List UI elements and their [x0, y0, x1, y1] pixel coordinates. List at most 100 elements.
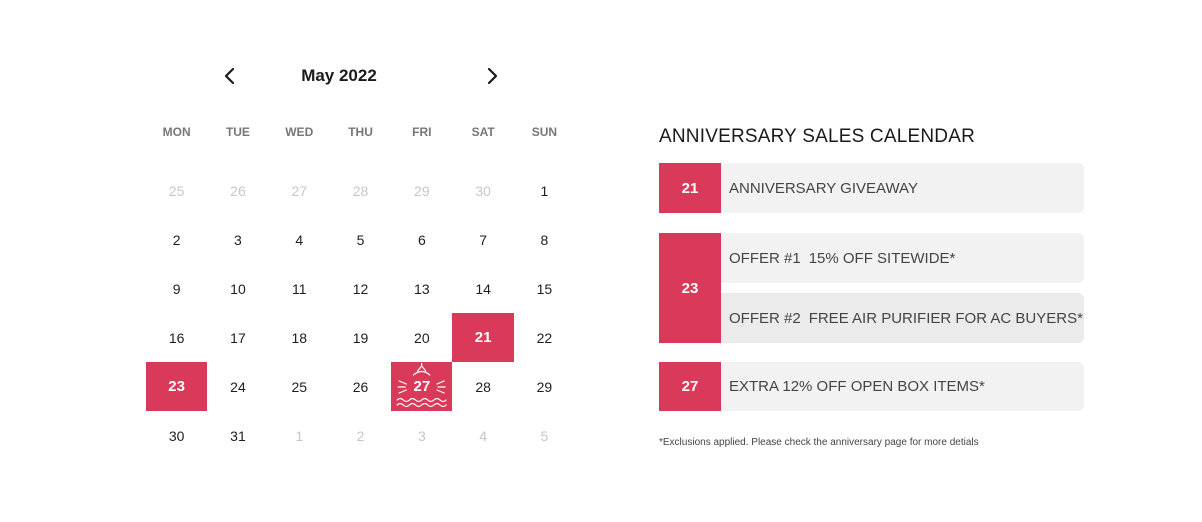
- sale-row-23: 23 OFFER #1 15% OFF SITEWIDE* OFFER #2 F…: [659, 233, 1084, 343]
- sale-offer-text: ANNIVERSARY GIVEAWAY: [729, 179, 918, 197]
- offer-number-label: OFFER #1: [729, 249, 801, 267]
- calendar-day[interactable]: 25: [269, 362, 330, 411]
- sales-calendar-title: ANNIVERSARY SALES CALENDAR: [659, 126, 976, 147]
- sale-row-21: 21 ANNIVERSARY GIVEAWAY: [659, 163, 1084, 213]
- calendar-day-event[interactable]: 27: [391, 362, 453, 411]
- day-number: 19: [352, 329, 369, 346]
- calendar-day[interactable]: 3: [391, 411, 452, 460]
- calendar-day[interactable]: 9: [146, 264, 207, 313]
- day-number: 8: [540, 231, 549, 248]
- day-number: 10: [230, 280, 246, 297]
- calendar-day[interactable]: 29: [391, 166, 452, 215]
- calendar-day[interactable]: 4: [269, 215, 330, 264]
- calendar-day[interactable]: 3: [207, 215, 268, 264]
- day-number: 30: [168, 427, 185, 444]
- sale-offer-text: FREE AIR PURIFIER FOR AC BUYERS*: [808, 309, 1083, 327]
- sale-offer-2[interactable]: OFFER #2 FREE AIR PURIFIER FOR AC BUYERS…: [721, 293, 1084, 343]
- calendar-day[interactable]: 30: [452, 166, 513, 215]
- calendar-day[interactable]: 26: [330, 362, 391, 411]
- calendar-day[interactable]: 13: [391, 264, 452, 313]
- calendar-day-event[interactable]: 21: [452, 313, 514, 362]
- calendar-day[interactable]: 2: [330, 411, 391, 460]
- calendar-day[interactable]: 1: [514, 166, 575, 215]
- sale-date-badge: 21: [659, 163, 721, 213]
- day-number: 30: [475, 182, 491, 199]
- sale-row-27: 27 EXTRA 12% OFF OPEN BOX ITEMS*: [659, 362, 1084, 411]
- day-number: 3: [417, 427, 426, 444]
- day-number: 7: [479, 231, 488, 248]
- sale-offer[interactable]: EXTRA 12% OFF OPEN BOX ITEMS*: [721, 362, 1084, 411]
- calendar-day[interactable]: 18: [269, 313, 330, 362]
- day-number: 20: [414, 329, 430, 346]
- weekday-wed: WED: [285, 125, 314, 139]
- day-number: 22: [536, 329, 553, 346]
- day-number: 26: [352, 378, 369, 395]
- day-number: 25: [291, 378, 308, 395]
- day-number: 15: [536, 280, 553, 297]
- day-number: 28: [475, 378, 491, 395]
- calendar-day[interactable]: 8: [514, 215, 575, 264]
- calendar-day[interactable]: 28: [330, 166, 391, 215]
- day-number: 5: [540, 427, 549, 444]
- day-number: 29: [536, 378, 553, 395]
- calendar-day[interactable]: 15: [514, 264, 575, 313]
- calendar-day[interactable]: 5: [330, 215, 391, 264]
- exclusions-footnote: *Exclusions applied. Please check the an…: [659, 437, 979, 448]
- chevron-right-icon: [487, 67, 498, 85]
- next-month-button[interactable]: [480, 64, 504, 88]
- day-number: 6: [417, 231, 426, 248]
- calendar-day[interactable]: 17: [207, 313, 268, 362]
- day-number: 17: [230, 329, 246, 346]
- calendar-day[interactable]: 4: [452, 411, 513, 460]
- calendar-day[interactable]: 14: [452, 264, 513, 313]
- calendar-day[interactable]: 28: [452, 362, 513, 411]
- calendar-day[interactable]: 20: [391, 313, 452, 362]
- offer-number-label: OFFER #2: [729, 309, 801, 327]
- calendar: May 2022 MON TUE WED THU FRI SAT SUN 25 2…: [146, 56, 576, 466]
- weekday-thu: THU: [348, 125, 373, 139]
- calendar-day[interactable]: 31: [207, 411, 268, 460]
- calendar-header: May 2022: [146, 56, 576, 96]
- day-number: 2: [356, 427, 365, 444]
- day-number: 25: [168, 182, 185, 199]
- calendar-day[interactable]: 27: [269, 166, 330, 215]
- calendar-day[interactable]: 22: [514, 313, 575, 362]
- sale-offer[interactable]: ANNIVERSARY GIVEAWAY: [721, 163, 1084, 213]
- calendar-day[interactable]: 24: [207, 362, 268, 411]
- calendar-day[interactable]: 1: [269, 411, 330, 460]
- day-number: 27: [413, 378, 431, 395]
- calendar-day[interactable]: 25: [146, 166, 207, 215]
- day-number: 14: [475, 280, 491, 297]
- day-number: 31: [230, 427, 246, 444]
- calendar-day[interactable]: 7: [452, 215, 513, 264]
- calendar-day[interactable]: 6: [391, 215, 452, 264]
- sale-offer-1[interactable]: OFFER #1 15% OFF SITEWIDE*: [721, 233, 1084, 283]
- day-number: 4: [295, 231, 304, 248]
- calendar-day-event[interactable]: 23: [146, 362, 208, 411]
- day-number: 26: [230, 182, 246, 199]
- weekday-header-row: MON TUE WED THU FRI SAT SUN: [146, 120, 576, 144]
- day-number: 21: [474, 329, 492, 346]
- month-title: May 2022: [301, 66, 377, 85]
- day-number: 28: [352, 182, 369, 199]
- day-number: 18: [291, 329, 308, 346]
- day-number: 16: [168, 329, 185, 346]
- calendar-day[interactable]: 5: [514, 411, 575, 460]
- calendar-day[interactable]: 30: [146, 411, 207, 460]
- calendar-day[interactable]: 10: [207, 264, 268, 313]
- calendar-day[interactable]: 16: [146, 313, 207, 362]
- days-grid: 25 26 27 28 29 30 1 2 3 4 5 6 7 8 9 10 11 12 13 14 15 16 17 18 1…: [146, 166, 576, 460]
- day-number: 23: [168, 378, 185, 395]
- calendar-day[interactable]: 19: [330, 313, 391, 362]
- calendar-day[interactable]: 29: [514, 362, 575, 411]
- calendar-day[interactable]: 26: [207, 166, 268, 215]
- calendar-day[interactable]: 11: [269, 264, 330, 313]
- day-number: 12: [352, 280, 369, 297]
- prev-month-button[interactable]: [218, 64, 242, 88]
- sale-date-badge: 27: [659, 362, 721, 411]
- day-number: 9: [172, 280, 181, 297]
- day-number: 11: [291, 280, 307, 297]
- calendar-day[interactable]: 12: [330, 264, 391, 313]
- calendar-day[interactable]: 2: [146, 215, 207, 264]
- weekday-sat: SAT: [471, 125, 495, 139]
